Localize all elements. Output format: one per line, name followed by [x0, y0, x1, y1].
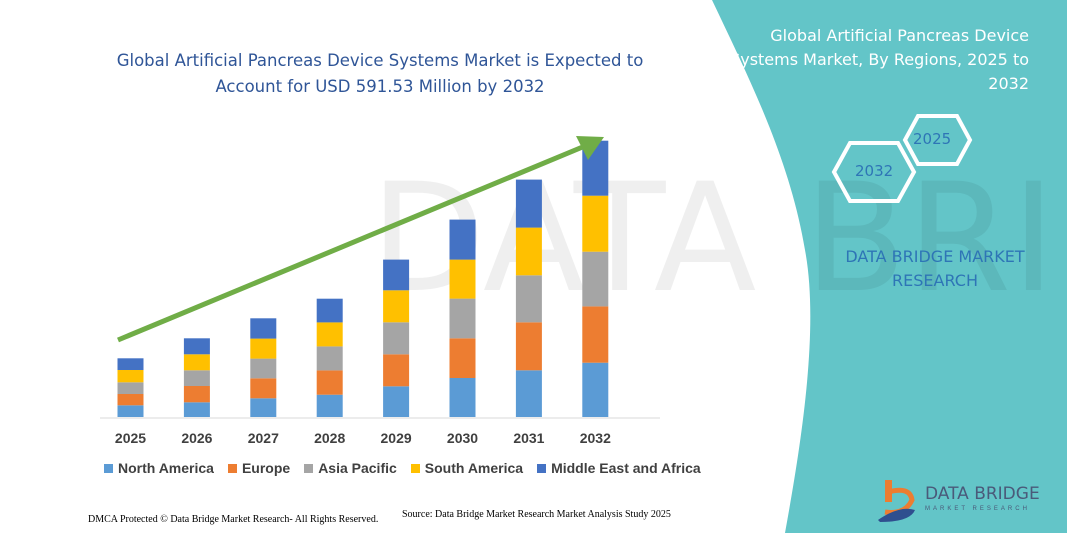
legend-label: Asia Pacific — [318, 460, 397, 476]
legend-swatch — [410, 464, 420, 473]
bar-segment-europe-2026 — [183, 386, 210, 403]
bar-segment-south-america-2029 — [383, 290, 410, 323]
brand-text: DATA BRIDGE MARKET RESEARCH — [845, 247, 1025, 290]
side-panel-title: Global Artificial Pancreas Device System… — [730, 26, 1029, 93]
bar-segment-north-america-2027 — [250, 398, 277, 417]
x-tick-label: 2030 — [447, 430, 478, 446]
bar-segment-middle-east-and-africa-2030 — [449, 219, 476, 260]
bar-segment-middle-east-and-africa-2025 — [117, 358, 144, 370]
x-tick-label: 2032 — [580, 430, 611, 446]
source-footer: Source: Data Bridge Market Research Mark… — [402, 509, 671, 520]
legend-swatch — [104, 464, 113, 473]
bar-segment-north-america-2032 — [582, 362, 609, 417]
legend-label: Middle East and Africa — [551, 460, 701, 476]
bar-segment-south-america-2030 — [449, 259, 476, 299]
x-tick-label: 2027 — [248, 430, 279, 446]
hex-end-year: 2032 — [855, 162, 894, 180]
legend-swatch — [304, 464, 314, 473]
trend-arrow-line — [117, 143, 586, 343]
svg-text:DATA BRIDGE: DATA BRIDGE — [370, 152, 1067, 326]
bar-segment-asia-pacific-2025 — [117, 382, 144, 394]
bar-segment-middle-east-and-africa-2029 — [383, 259, 410, 291]
bar-segment-europe-2029 — [383, 354, 410, 387]
legend-swatch — [227, 464, 237, 473]
teal-panel — [712, 0, 1067, 533]
bar-segment-europe-2032 — [582, 306, 609, 363]
bar-segment-europe-2028 — [316, 370, 343, 395]
bar-segment-europe-2031 — [515, 322, 542, 371]
x-tick-label: 2029 — [381, 430, 412, 446]
legend-label: South America — [424, 460, 524, 476]
copyright-footer: DMCA Protected © Data Bridge Market Rese… — [88, 514, 379, 525]
bar-segment-asia-pacific-2029 — [383, 322, 410, 355]
legend-label: Europe — [241, 460, 291, 476]
bar-segment-north-america-2029 — [383, 386, 410, 417]
bar-segment-north-america-2026 — [183, 402, 210, 417]
hex-2025 — [902, 114, 973, 166]
logo-subtext: MARKET RESEARCH — [925, 506, 1030, 512]
x-tick-label: 2031 — [513, 430, 544, 446]
bar-segment-asia-pacific-2026 — [183, 370, 210, 386]
bar-segment-asia-pacific-2031 — [515, 275, 542, 323]
bar-segment-middle-east-and-africa-2027 — [250, 318, 277, 339]
bar-segment-europe-2030 — [449, 338, 476, 378]
legend: North America Europe Asia Pacific South … — [104, 460, 701, 476]
bar-segment-south-america-2032 — [582, 195, 609, 252]
hex-2032 — [831, 141, 917, 203]
legend-item: Europe — [227, 460, 291, 476]
legend-item: North America — [104, 460, 214, 476]
bar-segment-north-america-2028 — [316, 394, 343, 417]
bar-segment-europe-2027 — [250, 378, 277, 399]
x-tick-label: 2025 — [115, 430, 146, 446]
legend-item: Asia Pacific — [304, 460, 397, 476]
bar-segment-north-america-2031 — [515, 370, 542, 417]
bar-segment-asia-pacific-2032 — [582, 251, 609, 307]
legend-swatch — [537, 464, 547, 473]
bar-segment-asia-pacific-2030 — [449, 298, 476, 339]
bar-segment-south-america-2028 — [316, 322, 343, 347]
bar-segment-asia-pacific-2027 — [250, 358, 277, 379]
bar-segment-south-america-2025 — [117, 370, 144, 383]
x-tick-label: 2028 — [314, 430, 345, 446]
bar-segment-north-america-2025 — [117, 405, 144, 417]
bar-segment-middle-east-and-africa-2028 — [316, 298, 343, 323]
bar-segment-middle-east-and-africa-2026 — [183, 338, 210, 355]
x-tick-label: 2026 — [181, 430, 212, 446]
legend-label: North America — [118, 460, 214, 476]
bar-segment-north-america-2030 — [449, 378, 476, 417]
logo-text: DATA BRIDGE — [925, 484, 1040, 504]
legend-item: Middle East and Africa — [537, 460, 701, 476]
hex-start-year: 2025 — [913, 130, 952, 148]
trend-arrow-head — [576, 136, 604, 160]
bar-segment-europe-2025 — [117, 394, 144, 406]
watermark: DATA BRIDGE — [370, 152, 1067, 326]
bar-segment-south-america-2026 — [183, 354, 210, 371]
bar-segment-south-america-2031 — [515, 227, 542, 276]
chart-title: Global Artificial Pancreas Device System… — [116, 51, 644, 96]
bar-segment-middle-east-and-africa-2031 — [515, 179, 542, 228]
bar-segment-south-america-2027 — [250, 338, 277, 359]
bar-segment-asia-pacific-2028 — [316, 346, 343, 371]
logo-icon — [878, 480, 915, 522]
legend-item: South America — [410, 460, 524, 476]
